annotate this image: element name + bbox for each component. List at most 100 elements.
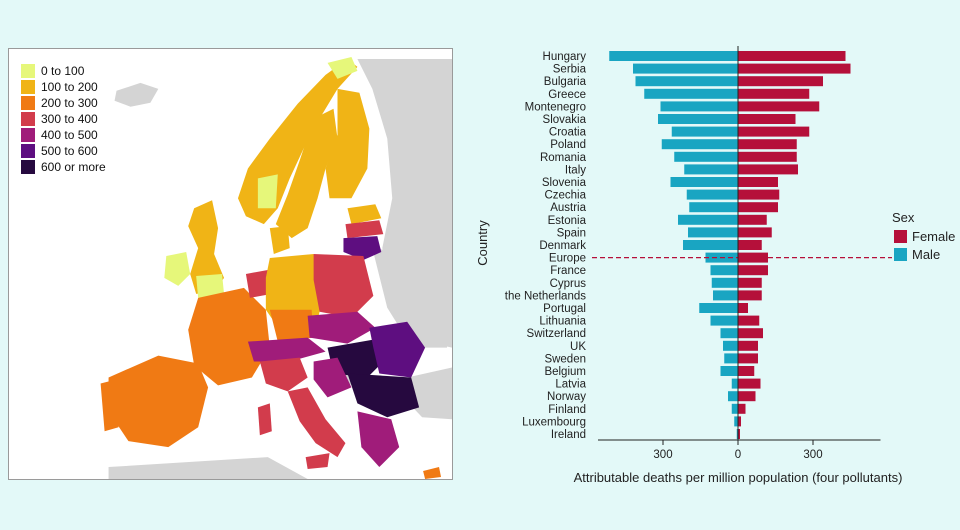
category-label: Europe bbox=[549, 253, 586, 265]
category-label: UK bbox=[570, 341, 586, 353]
category-label: Belgium bbox=[544, 366, 586, 378]
map-legend-swatch bbox=[21, 64, 35, 78]
category-label: Ireland bbox=[551, 429, 586, 441]
europe-map-panel: 0 to 100 100 to 200 200 to 300 300 to 400 40… bbox=[8, 48, 453, 480]
bar-female bbox=[738, 366, 755, 376]
bar-male bbox=[720, 366, 738, 376]
chart-legend: Sex Female Male bbox=[892, 210, 955, 262]
bar-male bbox=[678, 214, 738, 225]
legend-swatch-male bbox=[894, 248, 907, 261]
bar-female bbox=[738, 164, 798, 175]
map-italy bbox=[287, 387, 346, 458]
map-cyprus bbox=[423, 467, 442, 479]
map-legend-swatch bbox=[21, 112, 35, 126]
y-axis-title: Country bbox=[475, 220, 490, 266]
map-legend-label: 600 or more bbox=[41, 160, 106, 174]
map-uk bbox=[188, 200, 225, 294]
category-label: Luxembourg bbox=[522, 416, 586, 428]
bar-male bbox=[674, 151, 738, 162]
bar-male bbox=[689, 202, 738, 213]
map-legend-label: 300 to 400 bbox=[41, 112, 98, 126]
bar-female bbox=[738, 315, 760, 326]
bar-male bbox=[728, 391, 738, 402]
category-label: the Netherlands bbox=[505, 290, 586, 302]
map-lithuania bbox=[343, 236, 382, 261]
category-label: Spain bbox=[557, 227, 586, 239]
map-legend-swatch bbox=[21, 80, 35, 94]
category-label: Denmark bbox=[539, 240, 586, 252]
bar-female bbox=[738, 76, 823, 87]
bar-male bbox=[660, 101, 738, 112]
map-legend-swatch bbox=[21, 144, 35, 158]
x-tick-label: 300 bbox=[653, 449, 672, 461]
bar-female bbox=[738, 403, 746, 414]
map-legend-item: 500 to 600 bbox=[21, 143, 106, 159]
bar-male bbox=[731, 378, 738, 389]
bar-female bbox=[738, 429, 740, 439]
map-legend-swatch bbox=[21, 96, 35, 110]
map-uk-south bbox=[196, 273, 225, 298]
category-label: Portugal bbox=[543, 303, 586, 315]
bar-female bbox=[738, 378, 761, 389]
map-belarus-ukraine bbox=[372, 248, 452, 348]
bar-female bbox=[738, 101, 820, 112]
bar-male bbox=[710, 315, 738, 326]
map-legend-label: 0 to 100 bbox=[41, 64, 85, 78]
map-legend-item: 200 to 300 bbox=[21, 95, 106, 111]
bar-male bbox=[635, 76, 738, 87]
map-legend-item: 100 to 200 bbox=[21, 79, 106, 95]
bar-male bbox=[734, 416, 738, 427]
category-label: Switzerland bbox=[527, 328, 586, 340]
map-romania bbox=[369, 321, 426, 378]
map-czech-slovakia bbox=[307, 311, 376, 344]
bar-female bbox=[738, 391, 756, 402]
europe-map bbox=[100, 56, 452, 479]
bar-female bbox=[738, 114, 796, 124]
map-greenland-iceland bbox=[114, 82, 159, 107]
x-tick-label: 300 bbox=[803, 449, 822, 461]
category-label: Estonia bbox=[548, 215, 587, 227]
bar-male bbox=[699, 303, 738, 313]
bar-male bbox=[710, 265, 738, 276]
bar-female bbox=[738, 51, 846, 61]
map-scandi-north bbox=[327, 56, 358, 79]
bar-male bbox=[658, 114, 738, 124]
map-greece bbox=[357, 411, 400, 468]
bar-male bbox=[671, 126, 738, 137]
map-finland bbox=[325, 88, 370, 199]
map-benelux bbox=[245, 269, 272, 298]
map-poland bbox=[313, 254, 374, 318]
category-label: Norway bbox=[547, 391, 586, 403]
category-label: Czechia bbox=[544, 190, 586, 202]
legend-swatch-female bbox=[894, 230, 907, 243]
bar-female bbox=[738, 240, 762, 250]
bar-female bbox=[738, 63, 851, 74]
deaths-bar-chart: HungarySerbiaBulgariaGreeceMontenegroSlo… bbox=[475, 46, 955, 485]
legend-label: Female bbox=[912, 229, 955, 244]
map-sardinia bbox=[257, 403, 272, 436]
legend-title: Sex bbox=[892, 210, 915, 225]
bar-female bbox=[738, 416, 741, 427]
category-label: Serbia bbox=[553, 64, 587, 76]
map-sweden bbox=[275, 108, 338, 239]
x-axis-group: 300 0 300 bbox=[598, 439, 881, 461]
map-legend-label: 500 to 600 bbox=[41, 144, 98, 158]
map-latvia bbox=[345, 220, 384, 239]
map-legend-item: 600 or more bbox=[21, 159, 106, 175]
map-estonia bbox=[347, 204, 382, 225]
bar-male bbox=[688, 227, 738, 238]
bar-female bbox=[738, 88, 810, 99]
bar-female bbox=[738, 353, 758, 364]
bar-male bbox=[633, 63, 738, 74]
bar-female bbox=[738, 277, 762, 288]
category-label: Croatia bbox=[549, 127, 587, 139]
x-tick-label: 0 bbox=[735, 449, 741, 461]
map-north-africa bbox=[108, 457, 308, 479]
map-legend: 0 to 100 100 to 200 200 to 300 300 to 400 40… bbox=[21, 63, 106, 175]
bar-female bbox=[738, 328, 763, 339]
bar-male bbox=[713, 290, 738, 301]
bar-female bbox=[738, 303, 748, 313]
category-label: Poland bbox=[550, 139, 586, 151]
category-label: Sweden bbox=[544, 353, 586, 365]
map-sicily bbox=[305, 453, 330, 470]
